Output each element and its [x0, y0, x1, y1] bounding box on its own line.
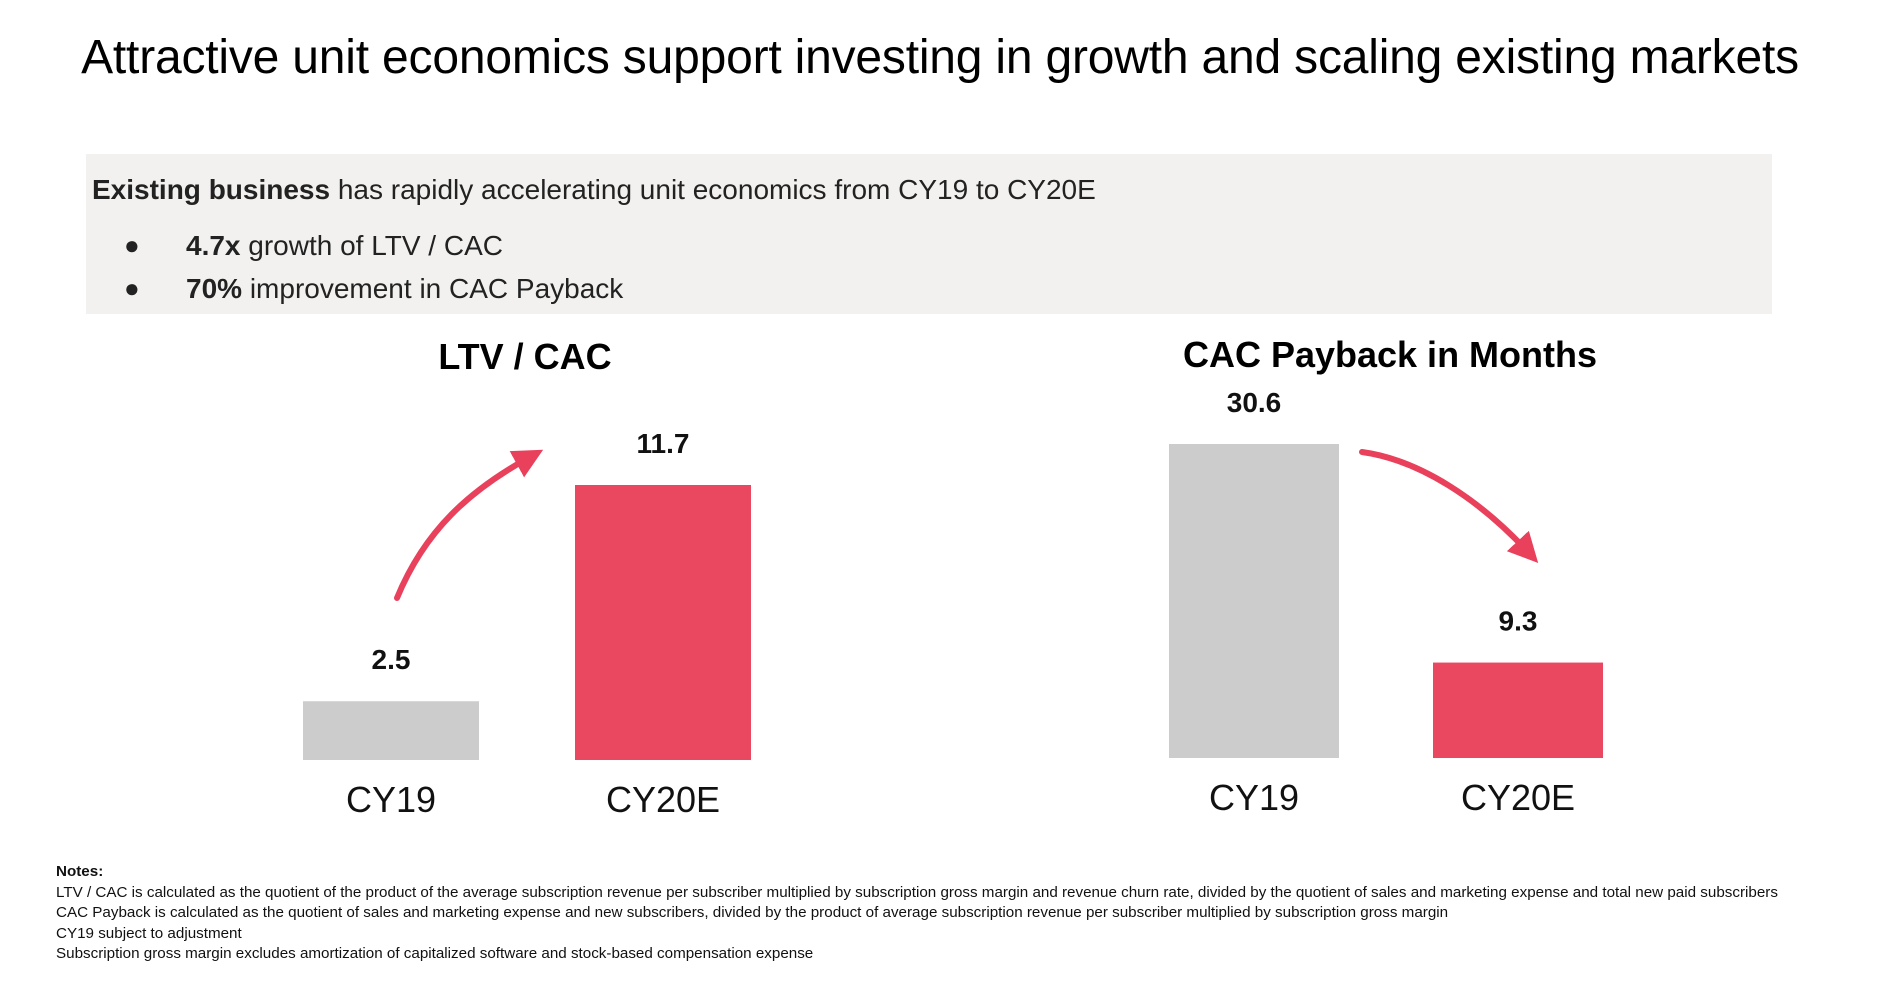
- ltv-cac-chart: 2.5 CY19 11.7 CY20E: [303, 428, 751, 820]
- summary-bullet: ● 70% improvement in CAC Payback: [124, 267, 623, 310]
- category-label: CY20E: [1461, 777, 1575, 818]
- note-line: CY19 subject to adjustment: [56, 924, 242, 942]
- summary-bullets: ● 4.7x growth of LTV / CAC ● 70% improveme…: [124, 224, 623, 310]
- bar-cy20e: [575, 485, 751, 760]
- category-label: CY20E: [606, 779, 720, 820]
- bullet-bold: 70%: [186, 273, 243, 304]
- trend-down-arrow-icon: [1359, 449, 1539, 564]
- summary-bullet: ● 4.7x growth of LTV / CAC: [124, 224, 623, 267]
- value-label: 9.3: [1499, 606, 1538, 637]
- ltv-cac-chart-title: LTV / CAC: [438, 336, 612, 377]
- cac-payback-chart-title: CAC Payback in Months: [1182, 334, 1598, 375]
- bar-cy19: [1169, 444, 1339, 758]
- value-label: 2.5: [372, 644, 411, 675]
- note-line: LTV / CAC is calculated as the quotient …: [56, 883, 1778, 901]
- notes: Notes: LTV / CAC is calculated as the qu…: [56, 862, 1778, 965]
- note-line: Subscription gross margin excludes amort…: [56, 945, 814, 962]
- summary-lead-text: has rapidly accelerating unit economics …: [330, 174, 1096, 205]
- bar-cy20e: [1433, 662, 1603, 758]
- summary-lead-bold: Existing business: [92, 174, 331, 205]
- category-label: CY19: [1209, 777, 1299, 818]
- bullet-text: improvement in CAC Payback: [242, 273, 624, 304]
- bullet-dot-icon: ●: [124, 273, 140, 303]
- summary-lead: Existing business has rapidly accelerati…: [92, 174, 1096, 206]
- notes-heading: Notes:: [56, 863, 104, 880]
- trend-up-arrow-icon: [394, 449, 544, 601]
- value-label: 11.7: [637, 428, 690, 459]
- page-title: Attractive unit economics support invest…: [81, 31, 1799, 84]
- bullet-dot-icon: ●: [124, 230, 140, 260]
- bullet-text: growth of LTV / CAC: [240, 230, 503, 261]
- note-line: CAC Payback is calculated as the quotien…: [56, 904, 1449, 921]
- cac-payback-chart: 30.6 CY19 9.3 CY20E: [1169, 387, 1603, 818]
- value-label: 30.6: [1227, 387, 1282, 418]
- bar-cy19: [303, 701, 479, 760]
- summary-box: Existing business has rapidly accelerati…: [86, 154, 1772, 314]
- bullet-bold: 4.7x: [186, 230, 241, 261]
- category-label: CY19: [346, 779, 436, 820]
